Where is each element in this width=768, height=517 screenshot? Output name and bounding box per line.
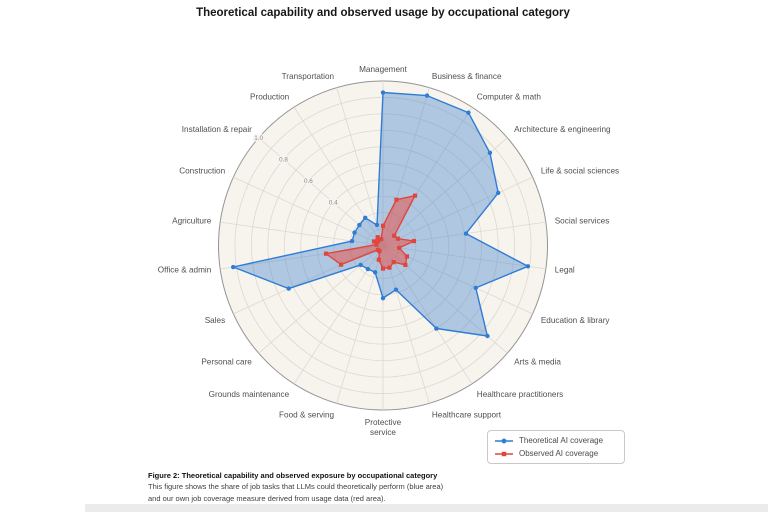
category-label: Healthcare practitioners — [477, 390, 563, 399]
radial-tick-label: 0.6 — [304, 178, 313, 185]
series-marker — [412, 193, 418, 198]
theoretical-series — [231, 90, 531, 339]
series-marker — [358, 262, 363, 268]
series-marker — [466, 110, 471, 115]
category-label: Protective service — [365, 418, 402, 437]
series-marker — [375, 239, 381, 244]
series-marker — [394, 197, 399, 202]
category-label: Business & finance — [432, 72, 502, 81]
series-marker — [352, 230, 357, 235]
angular-spoke — [382, 245, 430, 404]
series-marker — [463, 231, 469, 236]
series-marker — [485, 333, 490, 339]
series-marker — [391, 260, 396, 265]
angular-spoke — [382, 245, 546, 270]
angular-spoke — [336, 87, 384, 246]
series-marker — [375, 235, 380, 240]
category-label: Management — [359, 65, 408, 74]
angular-spoke — [293, 106, 384, 246]
figure-caption-heading: Figure 2: Theoretical capability and obs… — [148, 471, 438, 480]
legend-label: Theoretical AI coverage — [519, 436, 604, 445]
legend-line-square-icon — [495, 451, 513, 456]
category-label: Computer & math — [477, 93, 542, 102]
series-marker — [380, 266, 386, 271]
category-label: Legal — [555, 266, 575, 275]
category-label: Architecture & engineering — [514, 125, 611, 134]
series-marker — [496, 190, 501, 196]
angular-spoke — [382, 245, 473, 385]
series-marker — [339, 262, 344, 267]
series-marker — [525, 264, 531, 269]
series-marker — [231, 264, 236, 270]
series-marker — [376, 257, 381, 262]
category-label: Grounds maintenance — [209, 390, 290, 399]
angular-spoke — [258, 137, 384, 246]
category-label: Personal care — [201, 358, 252, 367]
series-marker — [365, 266, 371, 272]
category-label: Sales — [205, 316, 225, 325]
series-marker — [404, 254, 410, 259]
category-label: Transportation — [282, 72, 335, 81]
category-label: Life & social sciences — [541, 166, 619, 175]
legend: Theoretical AI coverage Observed AI cove… — [487, 430, 625, 464]
category-label: Office & admin — [158, 266, 212, 275]
series-marker — [380, 295, 386, 301]
figure-caption-body: This figure shows the share of job tasks… — [148, 482, 444, 503]
series-marker — [380, 90, 386, 95]
series-marker — [371, 239, 377, 244]
series-marker — [375, 247, 381, 252]
radial-tick-label: 1.0 — [254, 135, 263, 142]
series-marker — [411, 238, 417, 244]
figure-caption: Figure 2: Theoretical capability and obs… — [148, 470, 456, 504]
series-marker — [372, 270, 378, 275]
series-marker — [374, 242, 379, 247]
radial-tick-label: 0.8 — [279, 156, 288, 163]
angular-spoke — [382, 137, 508, 246]
bottom-page-edge — [85, 504, 768, 512]
category-label: Construction — [179, 166, 225, 175]
legend-label: Observed AI coverage — [519, 449, 599, 458]
category-label: Installation & repair — [182, 125, 252, 134]
category-label: Agriculture — [172, 216, 212, 225]
series-marker — [395, 236, 401, 241]
series-marker — [473, 285, 478, 291]
angular-spoke — [382, 176, 533, 246]
series-marker — [403, 262, 408, 267]
series-marker — [434, 326, 439, 331]
series-marker — [397, 245, 402, 250]
category-labels: Management Business & finance Computer & m… — [158, 65, 619, 437]
category-label: Healthcare support — [432, 411, 502, 420]
series-marker — [286, 286, 291, 291]
page-title: Theoretical capability and observed usag… — [196, 7, 570, 19]
legend-item-theoretical[interactable]: Theoretical AI coverage — [494, 435, 618, 446]
series-marker — [323, 251, 329, 256]
series-marker — [392, 233, 397, 238]
series-marker — [387, 265, 392, 270]
series-marker — [424, 93, 430, 98]
legend-line-dot-icon — [495, 438, 513, 443]
angular-spoke — [220, 221, 384, 246]
series-marker — [379, 237, 384, 242]
radial-tick-labels: 0.4 0.6 0.8 1.0 — [253, 133, 340, 208]
series-marker — [363, 215, 368, 221]
category-label: Production — [250, 93, 290, 102]
series-marker — [393, 287, 399, 292]
radial-tick-label: 0.4 — [329, 199, 338, 206]
category-label: Arts & media — [514, 358, 561, 367]
series-marker — [357, 222, 362, 228]
observed-series — [323, 193, 418, 271]
category-label: Food & serving — [279, 411, 335, 420]
series-marker — [374, 222, 380, 228]
angular-spoke — [233, 176, 384, 246]
category-label: Social services — [555, 216, 610, 225]
series-marker — [349, 238, 355, 244]
legend-item-observed[interactable]: Observed AI coverage — [494, 448, 618, 459]
category-label: Education & library — [541, 316, 611, 325]
series-marker — [380, 223, 386, 228]
series-marker — [487, 150, 493, 156]
